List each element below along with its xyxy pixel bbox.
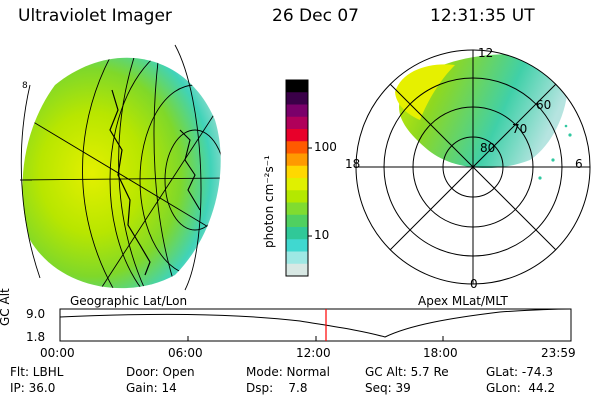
instrument-title: Ultraviolet Imager (18, 6, 172, 26)
alt-xtick-1800: 18:00 (423, 346, 458, 360)
status-gain: Gain: 14 (126, 381, 177, 395)
colorbar-swatch (286, 178, 308, 191)
alt-ytick-high: 9.0 (26, 307, 46, 321)
colorbar-swatch (286, 239, 308, 252)
colorbar-unit-label: photon cm⁻²s⁻¹ (262, 155, 276, 248)
status-door: Door: Open (126, 365, 195, 379)
alt-xtick-1200: 12:00 (296, 346, 331, 360)
alt-xtick-2359: 23:59 (541, 346, 576, 360)
status-mode: Mode: Normal (246, 365, 330, 379)
colorbar-swatch (286, 214, 308, 228)
colorbar-swatch (286, 153, 308, 167)
mlt-label-18: 18 (345, 157, 361, 171)
time-label: 12:31:35 UT (430, 6, 535, 26)
mlt-label-0: 0 (470, 277, 478, 291)
geo-panel-label: Geographic Lat/Lon (70, 294, 188, 308)
status-seq: Seq: 39 (365, 381, 411, 395)
lat-label-60: 60 (536, 98, 552, 112)
colorbar-swatch (286, 129, 308, 142)
colorbar-swatch (286, 141, 308, 154)
status-glat: GLat: -74.3 (486, 365, 553, 379)
colorbar-swatch (286, 202, 308, 216)
alt-xtick-0600: 06:00 (168, 346, 203, 360)
date-label: 26 Dec 07 (272, 6, 359, 26)
lat-label-80: 80 (480, 141, 496, 155)
colorbar-swatch (286, 165, 308, 179)
mlt-label-12: 12 (478, 46, 494, 60)
status-glon: GLon: 44.2 (486, 381, 556, 395)
alt-xtick-0000: 00:00 (40, 346, 75, 360)
colorbar-swatch (286, 251, 308, 265)
colorbar-swatch (286, 116, 308, 130)
status-filter: Flt: LBHL (10, 365, 64, 379)
colorbar-swatch (286, 263, 308, 277)
colorbar-swatch (286, 80, 308, 93)
lat-label-70: 70 (512, 122, 528, 136)
mlt-label-6: 6 (575, 157, 583, 171)
status-gc-alt: GC Alt: 5.7 Re (365, 365, 449, 379)
colorbar (285, 79, 312, 277)
status-dsp: Dsp: 7.8 (246, 381, 308, 395)
alt-ylabel: GC Alt (0, 288, 12, 326)
polar-plot (355, 49, 591, 285)
colorbar-swatch (286, 227, 308, 240)
alt-ytick-low: 1.8 (26, 330, 46, 344)
colorbar-tick-10: 10 (314, 228, 330, 242)
colorbar-tick-100: 100 (314, 140, 337, 154)
colorbar-swatch (286, 92, 308, 105)
altitude-plot (59, 308, 572, 342)
geographic-image (20, 44, 221, 291)
geo-edge-label: 8 (22, 81, 28, 91)
colorbar-swatch (286, 190, 308, 203)
colorbar-swatch (286, 104, 308, 118)
apex-panel-label: Apex MLat/MLT (418, 294, 508, 308)
status-ip: IP: 36.0 (10, 381, 56, 395)
